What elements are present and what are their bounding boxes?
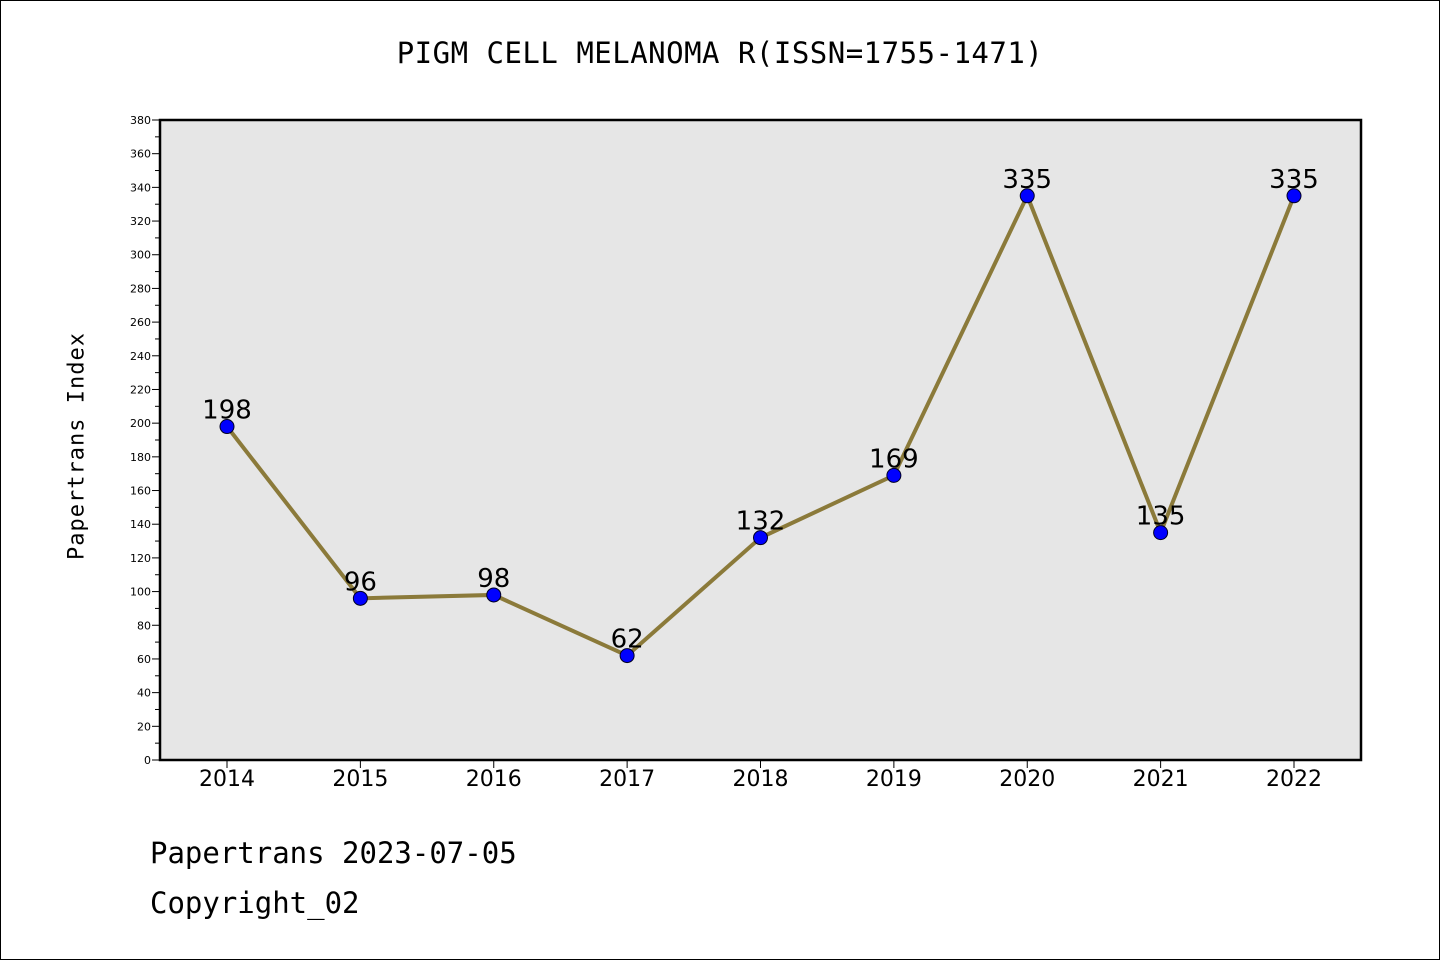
y-tick-label: 280 xyxy=(130,282,151,295)
x-tick-label: 2014 xyxy=(199,767,255,792)
x-tick-label: 2021 xyxy=(1133,767,1189,792)
x-tick-label: 2018 xyxy=(733,767,789,792)
y-tick-label: 220 xyxy=(130,383,151,396)
x-tick-label: 2022 xyxy=(1266,767,1322,792)
y-tick-label: 340 xyxy=(130,181,151,194)
data-label: 169 xyxy=(869,444,919,474)
y-tick-label: 0 xyxy=(144,754,151,767)
x-tick-label: 2017 xyxy=(599,767,655,792)
data-point xyxy=(219,419,235,435)
data-label: 135 xyxy=(1136,502,1186,532)
footer-date-line: Papertrans 2023-07-05 xyxy=(150,836,517,870)
y-tick-label: 360 xyxy=(130,148,151,161)
plot-border xyxy=(158,118,1363,762)
data-point xyxy=(1286,188,1302,204)
data-label: 96 xyxy=(344,567,377,597)
y-tick-label: 120 xyxy=(130,552,151,565)
y-tick-label: 240 xyxy=(130,350,151,363)
x-tick-label: 2015 xyxy=(332,767,388,792)
plot-area xyxy=(160,120,1361,760)
chart-title: PIGM CELL MELANOMA R(ISSN=1755-1471) xyxy=(396,36,1044,70)
data-label: 132 xyxy=(736,507,786,537)
y-tick-label: 40 xyxy=(137,687,151,700)
data-label: 198 xyxy=(202,396,252,426)
x-tick-label: 2016 xyxy=(466,767,522,792)
data-label: 62 xyxy=(611,625,644,655)
y-tick-label: 300 xyxy=(130,249,151,262)
footer-copyright-line: Copyright_02 xyxy=(150,886,360,920)
data-point xyxy=(1153,525,1169,541)
y-tick-label: 60 xyxy=(137,653,151,666)
data-point xyxy=(619,648,635,664)
data-point xyxy=(753,530,768,546)
y-tick-label: 200 xyxy=(130,417,151,430)
data-point xyxy=(352,590,368,606)
data-point xyxy=(1019,188,1035,204)
x-tick-label: 2019 xyxy=(866,767,922,792)
y-tick-label: 180 xyxy=(130,451,151,464)
y-tick-label: 20 xyxy=(137,720,151,733)
x-tick-label: 2020 xyxy=(999,767,1055,792)
y-tick-label: 160 xyxy=(130,485,151,498)
data-label: 98 xyxy=(477,564,510,594)
y-tick-label: 320 xyxy=(130,215,151,228)
data-point xyxy=(486,587,502,603)
y-tick-label: 260 xyxy=(130,316,151,329)
data-label: 335 xyxy=(1002,165,1052,195)
y-tick-label: 80 xyxy=(137,619,151,632)
data-label: 335 xyxy=(1269,165,1319,195)
y-tick-label: 140 xyxy=(130,518,151,531)
data-point xyxy=(886,467,902,483)
y-tick-label: 380 xyxy=(130,114,151,127)
y-tick-label: 100 xyxy=(130,586,151,599)
